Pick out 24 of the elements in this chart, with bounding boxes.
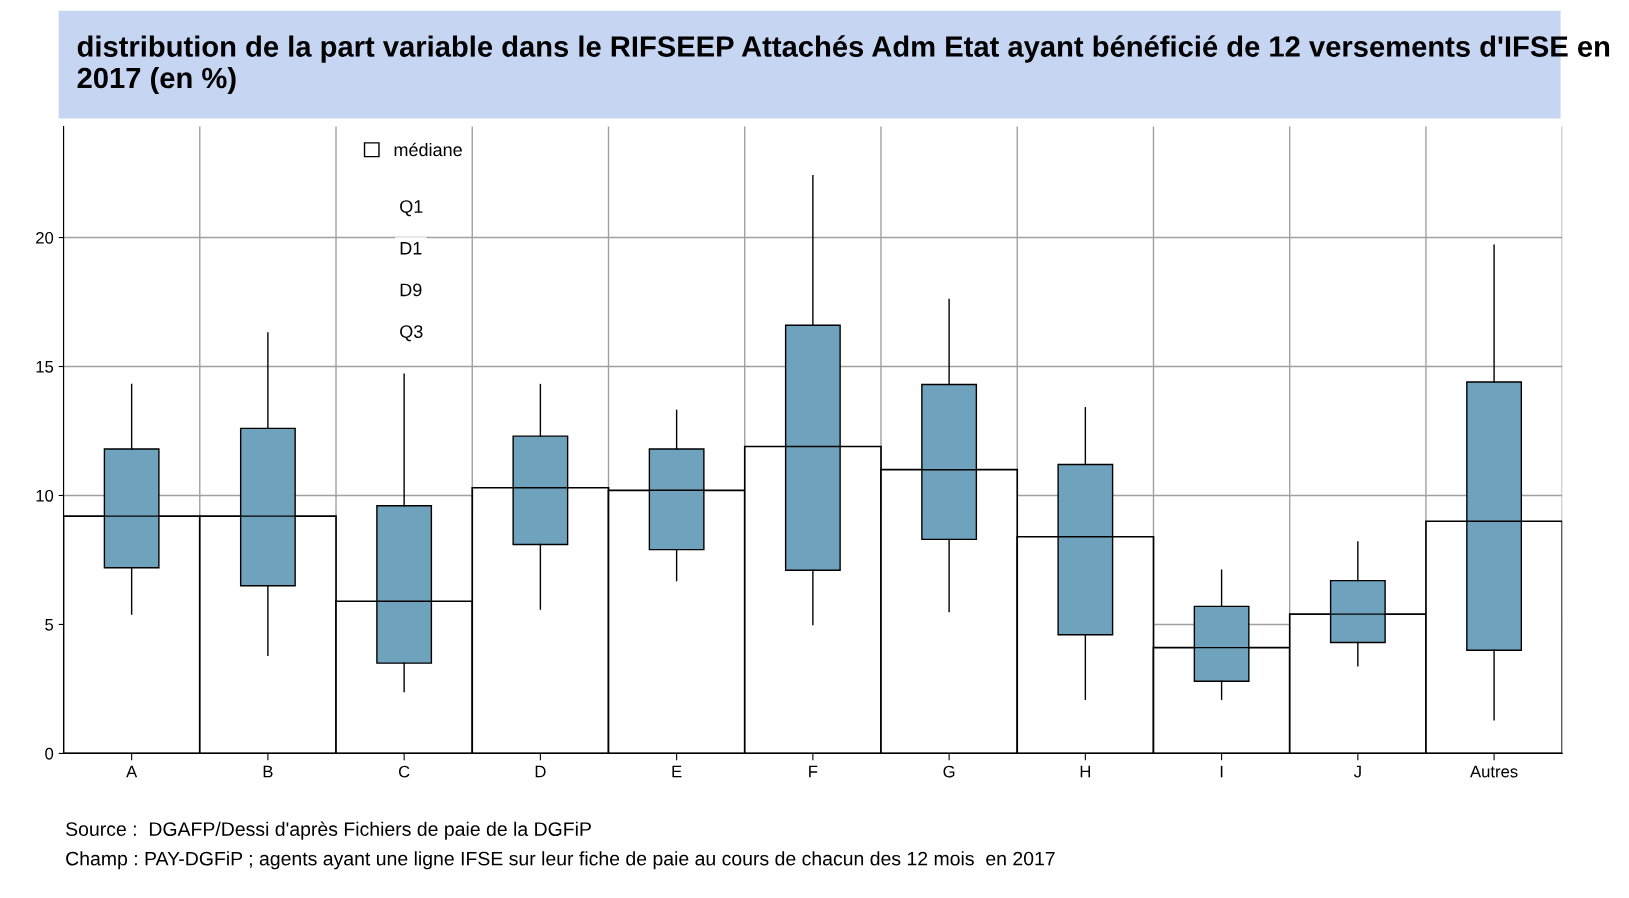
- annotation: D1: [400, 242, 422, 255]
- y-tick-label: 0: [45, 747, 54, 760]
- x-tick-label: H: [1080, 765, 1091, 778]
- annotation: Q1: [400, 200, 423, 217]
- annotation: Q3: [400, 325, 423, 342]
- x-tick-label: C: [398, 765, 410, 778]
- x-tick-label: E: [672, 765, 682, 778]
- chart-title: distribution de la part variable dans le RIFSEEP Attachés Adm Etat ayant bénéficié de 12 versements d'IFSE en 2017 (en %): [77, 35, 1610, 95]
- x-tick-label: A: [126, 765, 138, 778]
- x-tick-label: I: [1220, 765, 1223, 778]
- legend-label: médiane: [394, 142, 462, 157]
- x-tick-label: F: [809, 765, 818, 778]
- x-tick-label: B: [263, 765, 273, 778]
- y-tick-label: 10: [36, 489, 54, 502]
- text: Champ : PAY-DGFiP ; agents ayant une ligne IFSE sur leur fiche de paie au cours de chacun des 12 mois en 2017: [66, 851, 1055, 870]
- annotation: D9: [400, 283, 422, 297]
- x-tick-label: J: [1353, 765, 1361, 778]
- x-tick-label: Autres: [1470, 765, 1518, 778]
- source-note: Source : DGAFP/Dessi d'après Fichiers de paie de la DGFiP: [66, 821, 591, 840]
- x-tick-label: D: [535, 765, 546, 778]
- y-tick-label: 20: [36, 231, 54, 244]
- y-tick-label: 15: [36, 361, 54, 373]
- y-tick-label: 5: [45, 619, 54, 631]
- x-tick-label: G: [943, 765, 955, 778]
